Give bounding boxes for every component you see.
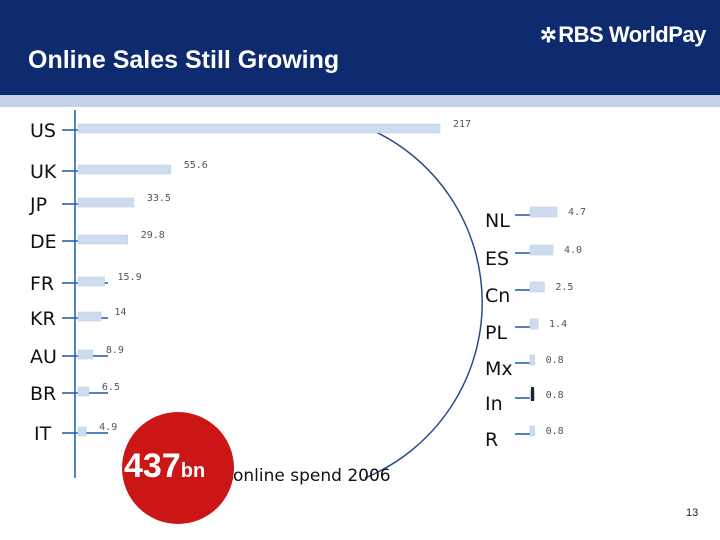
- bar-us: [77, 123, 441, 134]
- slide-title: Online Sales Still Growing: [28, 46, 340, 74]
- value-label-fr: 15.9: [118, 272, 142, 283]
- value-label-br: 6.5: [102, 382, 120, 393]
- bar-es: [529, 244, 554, 256]
- value-label-de: 29.8: [141, 230, 165, 241]
- value-label-kr: 14: [114, 307, 126, 318]
- country-label-kr: KR: [30, 308, 56, 330]
- in-row-marker: [531, 387, 534, 401]
- value-label-r: 0.8: [546, 426, 564, 437]
- total-badge-value: 437bn: [124, 447, 205, 486]
- bar-nl: [529, 206, 558, 218]
- country-label-fr: FR: [30, 273, 54, 295]
- country-label-au: AU: [30, 346, 57, 368]
- country-label-mx: Mx: [485, 358, 513, 380]
- value-label-pl: 1.4: [549, 319, 567, 330]
- bar-au: [77, 349, 94, 360]
- bar-it: [77, 426, 87, 437]
- total-badge-circle: [122, 412, 234, 524]
- bar-r: [529, 425, 535, 437]
- value-label-au: 8.9: [106, 345, 124, 356]
- value-label-it: 4.9: [99, 422, 117, 433]
- country-label-it: IT: [34, 423, 52, 445]
- right-panel-arc: [364, 126, 483, 479]
- logo-text: RBS WorldPay: [558, 22, 706, 47]
- value-label-jp: 33.5: [147, 193, 171, 204]
- total-badge-unit: bn: [180, 460, 206, 482]
- value-label-us: 217: [453, 119, 471, 130]
- country-label-uk: UK: [30, 161, 57, 183]
- value-label-mx: 0.8: [546, 355, 564, 366]
- value-label-cn: 2.5: [555, 282, 573, 293]
- country-label-in: In: [485, 393, 503, 415]
- country-label-pl: PL: [485, 322, 507, 344]
- total-badge-number: 437: [124, 447, 181, 485]
- country-label-es: ES: [485, 248, 509, 270]
- bar-br: [77, 386, 90, 397]
- country-label-cn: Cn: [485, 285, 510, 307]
- value-label-es: 4.0: [564, 245, 582, 256]
- page-number: 13: [686, 507, 699, 519]
- bar-de: [77, 234, 128, 245]
- country-label-r: R: [485, 429, 498, 451]
- company-logo: ✲RBS WorldPay: [540, 22, 706, 48]
- value-label-nl: 4.7: [568, 207, 586, 218]
- header-stripe: [0, 95, 720, 107]
- spend-note: online spend 2006: [233, 466, 391, 486]
- country-label-de: DE: [30, 231, 57, 253]
- country-label-br: BR: [30, 383, 56, 405]
- rbs-daisy-wheel-icon: ✲: [540, 25, 557, 47]
- country-label-us: US: [30, 120, 56, 142]
- country-label-nl: NL: [485, 210, 510, 232]
- header-band: [0, 0, 720, 95]
- value-label-in: 0.8: [546, 390, 564, 401]
- bar-cn: [529, 281, 545, 293]
- bar-kr: [77, 311, 102, 322]
- country-label-jp: JP: [29, 194, 47, 216]
- bar-jp: [77, 197, 135, 208]
- bar-mx: [529, 354, 535, 366]
- bar-pl: [529, 318, 539, 330]
- bar-uk: [77, 164, 172, 175]
- bar-fr: [77, 276, 105, 287]
- value-label-uk: 55.6: [184, 160, 208, 171]
